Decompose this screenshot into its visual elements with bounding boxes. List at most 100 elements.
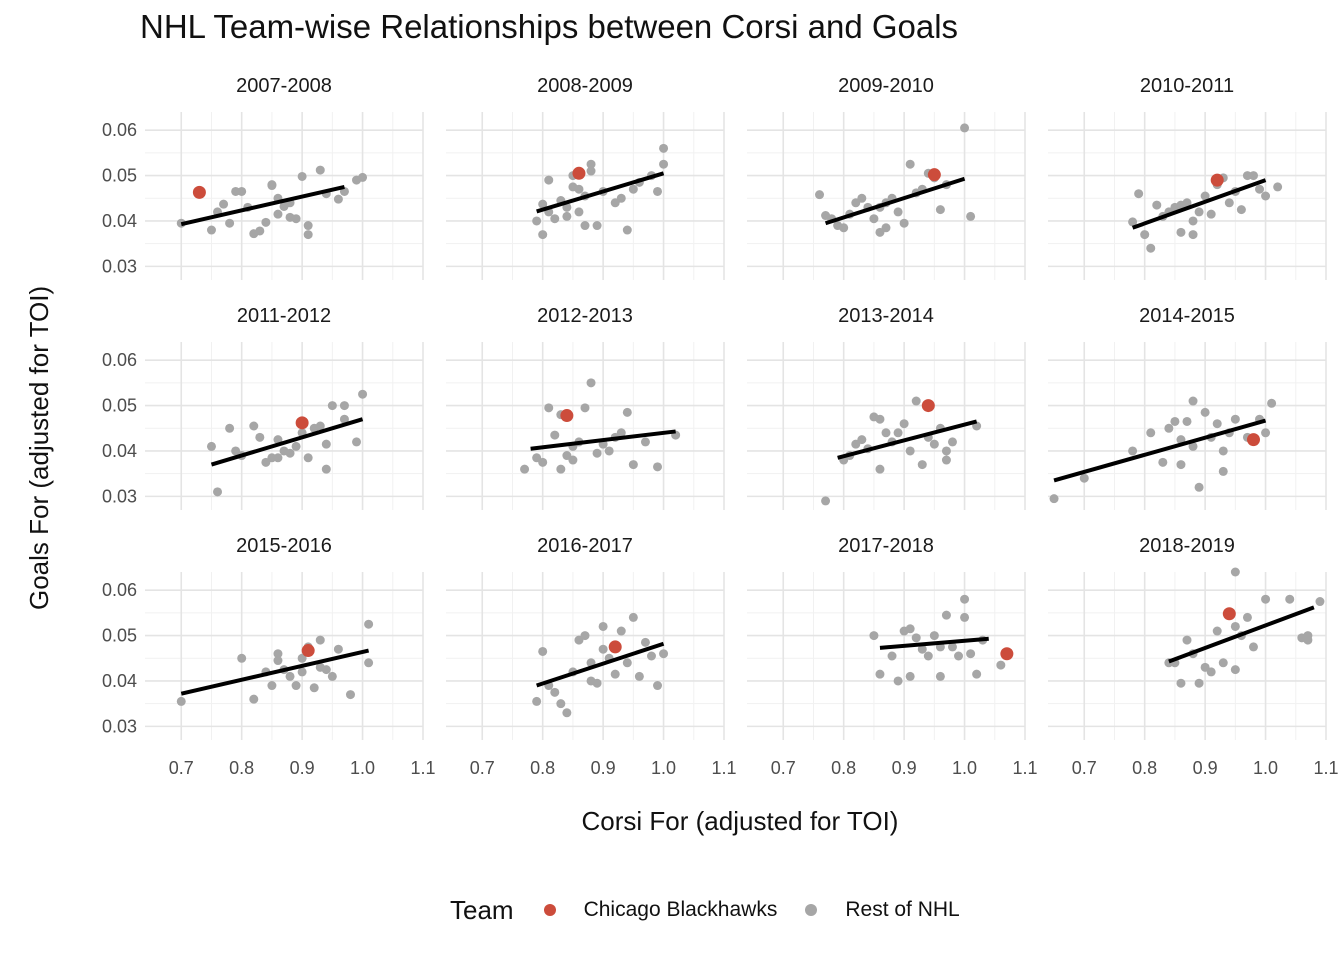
point-rest-of-nhl [364,658,374,668]
point-rest-of-nhl [1200,407,1210,417]
point-rest-of-nhl [905,671,915,681]
point-rest-of-nhl [616,193,626,203]
point-rest-of-nhl [947,642,957,652]
point-rest-of-nhl [538,230,548,240]
chart-title: NHL Team-wise Relationships between Cors… [140,8,959,45]
point-rest-of-nhl [303,453,313,463]
facet-label: 2012-2013 [537,305,633,327]
y-tick-label: 0.06 [102,350,137,370]
point-chicago-blackhawks [192,185,206,199]
facet-label: 2010-2011 [1140,75,1234,97]
y-tick-label: 0.05 [102,166,137,186]
point-rest-of-nhl [1206,209,1216,219]
point-rest-of-nhl [869,631,879,641]
point-rest-of-nhl [1285,594,1295,604]
point-rest-of-nhl [911,396,921,406]
point-rest-of-nhl [339,414,349,424]
point-rest-of-nhl [358,389,368,399]
point-rest-of-nhl [899,218,909,228]
point-rest-of-nhl [586,378,596,388]
point-rest-of-nhl [550,687,560,697]
y-tick-label: 0.03 [102,256,137,276]
point-rest-of-nhl [352,437,362,447]
point-rest-of-nhl [1224,198,1234,208]
point-rest-of-nhl [659,649,669,659]
x-tick-label: 1.0 [651,758,676,778]
point-rest-of-nhl [941,455,951,465]
point-rest-of-nhl [333,644,343,654]
point-rest-of-nhl [315,165,325,175]
point-rest-of-nhl [592,678,602,688]
regression-line [536,171,665,214]
point-rest-of-nhl [544,403,554,413]
point-rest-of-nhl [598,644,608,654]
point-rest-of-nhl [634,671,644,681]
regression-line [1131,178,1267,230]
point-chicago-blackhawks [921,399,935,413]
facet-label: 2014-2015 [1139,305,1235,327]
point-rest-of-nhl [592,448,602,458]
point-rest-of-nhl [1261,428,1271,438]
point-rest-of-nhl [893,207,903,217]
regression-line [837,419,978,460]
point-rest-of-nhl [941,446,951,456]
point-rest-of-nhl [273,656,283,666]
point-rest-of-nhl [532,216,542,226]
point-rest-of-nhl [592,221,602,231]
point-rest-of-nhl [628,184,638,194]
point-rest-of-nhl [321,439,331,449]
regression-line [824,176,966,226]
point-rest-of-nhl [556,464,566,474]
point-rest-of-nhl [659,143,669,153]
point-rest-of-nhl [1176,227,1186,237]
point-rest-of-nhl [1176,678,1186,688]
point-rest-of-nhl [646,651,656,661]
facet-label: 2009-2010 [838,75,934,97]
point-rest-of-nhl [905,159,915,169]
point-rest-of-nhl [237,653,247,663]
point-rest-of-nhl [616,428,626,438]
x-tick-label: 1.1 [410,758,435,778]
point-chicago-blackhawks [1222,607,1236,621]
point-rest-of-nhl [1182,198,1192,208]
facet-label: 2007-2008 [236,75,332,97]
point-rest-of-nhl [881,428,891,438]
point-rest-of-nhl [653,186,663,196]
point-rest-of-nhl [1303,635,1313,645]
point-rest-of-nhl [562,708,572,718]
point-chicago-blackhawks [927,168,941,182]
regression-line [1053,418,1267,483]
y-tick-label: 0.06 [102,580,137,600]
point-rest-of-nhl [219,199,229,209]
point-rest-of-nhl [875,669,885,679]
point-rest-of-nhl [273,209,283,219]
point-rest-of-nhl [532,696,542,706]
point-chicago-blackhawks [301,644,315,658]
point-rest-of-nhl [273,453,283,463]
x-axis-label: Corsi For (adjusted for TOI) [581,806,899,836]
point-rest-of-nhl [1267,398,1277,408]
point-rest-of-nhl [297,653,307,663]
point-rest-of-nhl [586,159,596,169]
point-rest-of-nhl [1128,446,1138,456]
legend-swatch-chicago [543,904,556,916]
point-rest-of-nhl [857,193,867,203]
facet-label: 2016-2017 [537,535,633,557]
point-rest-of-nhl [538,457,548,467]
point-rest-of-nhl [893,428,903,438]
legend-item-chicago: Chicago Blackhawks [543,898,777,922]
x-tick-label: 0.7 [470,758,495,778]
point-rest-of-nhl [297,171,307,181]
point-rest-of-nhl [1079,473,1089,483]
facet-label: 2013-2014 [838,305,934,327]
point-rest-of-nhl [1146,243,1156,253]
point-rest-of-nhl [568,455,578,465]
y-tick-label: 0.05 [102,396,137,416]
y-tick-label: 0.06 [102,120,137,140]
point-rest-of-nhl [905,446,915,456]
point-rest-of-nhl [1218,446,1228,456]
point-rest-of-nhl [1248,642,1258,652]
point-rest-of-nhl [1206,667,1216,677]
point-rest-of-nhl [1212,419,1222,429]
point-rest-of-nhl [875,414,885,424]
